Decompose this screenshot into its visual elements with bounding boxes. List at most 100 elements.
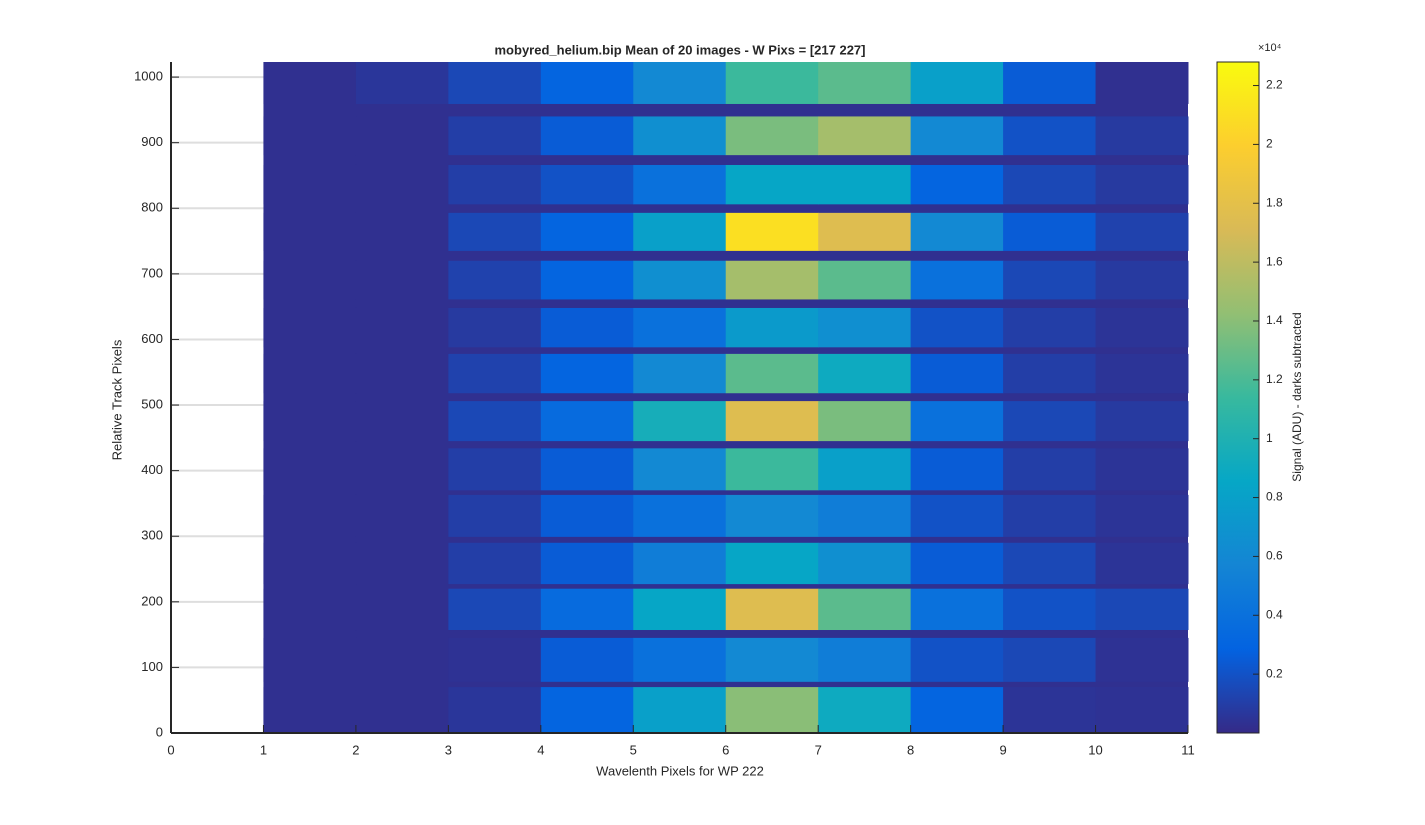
heatmap-cell	[633, 494, 727, 537]
heatmap-cell	[1003, 307, 1097, 348]
heatmap-cell	[355, 164, 449, 205]
heatmap-cell	[633, 212, 727, 251]
heatmap-cell	[448, 260, 542, 300]
heatmap-cell	[818, 116, 912, 156]
heatmap-cell	[355, 588, 449, 631]
heatmap-cell	[355, 212, 449, 251]
heatmap-cell	[1003, 588, 1097, 631]
heatmap-cell	[633, 687, 727, 733]
colorbar-tick-label: 1.4	[1266, 313, 1283, 327]
heatmap-cell	[540, 448, 634, 491]
colorbar-tick-label: 2	[1266, 137, 1273, 151]
heatmap-cell	[263, 260, 357, 300]
heatmap-cell	[725, 353, 819, 394]
heatmap-cell	[633, 637, 727, 682]
heatmap-cell	[1095, 62, 1189, 104]
heatmap-cell	[355, 494, 449, 537]
heatmap-cell	[540, 62, 634, 104]
heatmap-cell	[448, 448, 542, 491]
heatmap-cell	[633, 164, 727, 205]
heatmap-cell	[1095, 637, 1189, 682]
colorbar-tick-label: 0.4	[1266, 607, 1283, 621]
colorbar-tick-label: 0.2	[1266, 666, 1283, 680]
heatmap-cell	[1095, 260, 1189, 300]
heatmap-cell	[263, 448, 357, 491]
heatmap-cell	[818, 494, 912, 537]
y-tick-label: 700	[141, 265, 163, 280]
heatmap-cell	[540, 116, 634, 156]
heatmap-cell	[1003, 494, 1097, 537]
colorbar-exponent: ×10⁴	[1258, 42, 1282, 54]
heatmap-cell	[818, 307, 912, 348]
heatmap-cell	[1003, 637, 1097, 682]
heatmap-cell	[725, 637, 819, 682]
heatmap-cell	[448, 588, 542, 631]
heatmap-cell	[540, 260, 634, 300]
heatmap-cell	[910, 116, 1004, 156]
heatmap-cell	[263, 212, 357, 251]
x-tick-label: 7	[815, 742, 822, 757]
heatmap-cell	[818, 260, 912, 300]
y-axis-label: Relative Track Pixels	[109, 339, 124, 460]
heatmap-cell	[725, 212, 819, 251]
heatmap-cell	[910, 260, 1004, 300]
heatmap-cell	[818, 212, 912, 251]
heatmap-cell	[1095, 164, 1189, 205]
heatmap-cell	[725, 448, 819, 491]
heatmap-cell	[818, 164, 912, 205]
heatmap-cell	[633, 307, 727, 348]
heatmap-cell	[448, 494, 542, 537]
heatmap-cell	[448, 116, 542, 156]
heatmap-cell	[448, 353, 542, 394]
x-tick-label: 0	[167, 742, 174, 757]
heatmap-cell	[633, 588, 727, 631]
heatmap-cell	[910, 588, 1004, 631]
heatmap-cell	[725, 588, 819, 631]
heatmap-cell	[540, 687, 634, 733]
heatmap-cell	[355, 260, 449, 300]
heatmap-cell	[910, 494, 1004, 537]
heatmap-cell	[1003, 260, 1097, 300]
chart-title: mobyred_helium.bip Mean of 20 images - W…	[495, 42, 866, 57]
heatmap-cell	[1003, 448, 1097, 491]
heatmap-cell	[1003, 62, 1097, 104]
heatmap-cell	[263, 62, 357, 104]
heatmap-cell	[910, 212, 1004, 251]
y-tick-label: 1000	[134, 69, 163, 84]
heatmap-background	[263, 62, 1188, 733]
heatmap-cell	[910, 307, 1004, 348]
heatmap-cell	[1095, 307, 1189, 348]
heatmap-cell	[818, 687, 912, 733]
heatmap-cell	[1095, 588, 1189, 631]
heatmap-cell	[263, 353, 357, 394]
colorbar-tick-label: 1.2	[1266, 372, 1283, 386]
heatmap-cell	[540, 401, 634, 442]
heatmap-cell	[910, 164, 1004, 205]
heatmap-cell	[263, 588, 357, 631]
heatmap-cell	[355, 116, 449, 156]
heatmap-cell	[1095, 448, 1189, 491]
x-tick-label: 6	[722, 742, 729, 757]
heatmap-cell	[1095, 687, 1189, 733]
heatmap-cell	[633, 448, 727, 491]
heatmap-cell	[725, 307, 819, 348]
heatmap-cell	[355, 62, 449, 104]
y-tick-label: 200	[141, 593, 163, 608]
heatmap-cell	[355, 542, 449, 585]
colorbar-tick-label: 0.6	[1266, 549, 1283, 563]
heatmap-cell	[1095, 353, 1189, 394]
heatmap-cell	[540, 164, 634, 205]
colorbar	[1216, 61, 1260, 734]
heatmap-cell	[725, 687, 819, 733]
colorbar-tick-label: 1.6	[1266, 254, 1283, 268]
heatmap-cell	[910, 401, 1004, 442]
heatmap-cell	[910, 687, 1004, 733]
y-tick-label: 300	[141, 528, 163, 543]
colorbar-tick-label: 2.2	[1266, 78, 1283, 92]
heatmap-cell	[263, 307, 357, 348]
heatmap-cell	[1095, 494, 1189, 537]
heatmap-cell	[540, 353, 634, 394]
heatmap-cell	[818, 542, 912, 585]
heatmap-cell	[448, 401, 542, 442]
x-tick-label: 3	[445, 742, 452, 757]
